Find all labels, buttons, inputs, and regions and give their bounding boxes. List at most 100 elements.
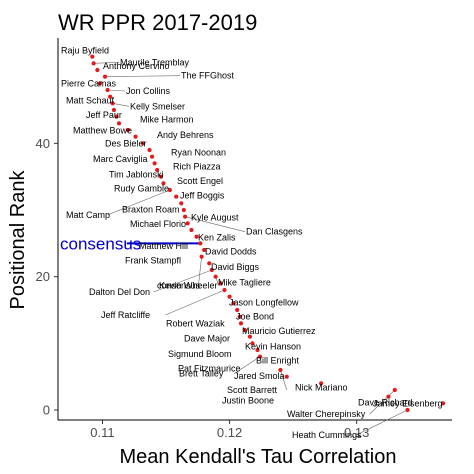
point-label: Matt Schauf — [66, 96, 115, 106]
data-point — [149, 154, 155, 159]
point-label: Ryan Noonan — [171, 147, 226, 157]
point-label: Rudy Gamble — [114, 184, 169, 194]
point-label: Pierre Camas — [61, 78, 117, 88]
point-label: The FFGhost — [181, 71, 235, 81]
data-point — [155, 167, 160, 173]
point-label: Scott Engel — [177, 176, 223, 186]
point-label: Mike Harmon — [140, 115, 194, 125]
point-label: Bill Enright — [256, 356, 300, 366]
data-point — [174, 194, 179, 199]
point-label: Justin Boone — [222, 395, 274, 405]
point-label: Pat Fitzmaurice — [178, 363, 241, 373]
point-label: Tim Jablonski — [109, 169, 164, 179]
leader-line — [93, 62, 120, 64]
point-label: Michael Florio — [130, 219, 186, 229]
consensus-highlight: consensus — [60, 234, 202, 253]
data-points — [90, 54, 446, 413]
data-point — [218, 281, 223, 286]
data-point — [125, 127, 131, 133]
y-tick-label: 0 — [43, 403, 50, 418]
point-label: Anthony Cervino — [103, 61, 170, 71]
leader-line — [107, 89, 126, 92]
data-point — [441, 401, 446, 406]
y-axis-title: Positional Rank — [7, 170, 29, 310]
data-point — [250, 341, 255, 346]
point-label: Rich Piazza — [173, 162, 221, 172]
point-label: Kelly Smelser — [130, 101, 185, 111]
data-point — [242, 327, 247, 333]
data-point — [111, 107, 117, 113]
data-point — [284, 374, 289, 379]
data-point — [198, 241, 203, 246]
x-tick-label: 0.12 — [217, 425, 242, 440]
data-point — [257, 354, 263, 359]
point-label: Ken Zalis — [198, 232, 236, 242]
leader-line — [198, 256, 202, 286]
x-tick-label: 0.13 — [344, 425, 369, 440]
data-point — [213, 274, 218, 279]
axes: 0.11 0.12 0.13 0 20 40 — [36, 38, 452, 440]
data-point — [185, 221, 190, 226]
y-tick-label: 40 — [36, 136, 50, 151]
data-point — [97, 81, 103, 86]
data-point — [235, 307, 240, 313]
data-point — [237, 314, 242, 319]
data-point — [238, 321, 244, 326]
leader-line — [356, 409, 408, 436]
point-label: Matt Camp — [66, 210, 110, 220]
point-label: Frank Stampfl — [125, 255, 181, 265]
leader-line — [185, 216, 246, 232]
leader-line — [105, 75, 181, 77]
data-point — [202, 247, 207, 253]
data-point — [110, 101, 115, 106]
data-point — [189, 227, 194, 233]
point-label: Jeff Ratcliffe — [101, 310, 150, 320]
y-tick-label: 20 — [36, 269, 50, 284]
point-label: Jamey Eisenberg — [373, 398, 443, 408]
data-point — [227, 294, 232, 299]
data-point — [181, 207, 186, 213]
point-label: Walter Cherepinsky — [287, 409, 366, 419]
point-label: consensus — [157, 281, 201, 291]
point-label: Jon Collins — [126, 86, 171, 96]
data-point — [199, 254, 204, 259]
data-point — [90, 54, 95, 59]
point-label: Joe Bond — [236, 312, 274, 322]
point-label: Dan Clasgens — [246, 227, 303, 237]
point-label: Heath Cummings — [292, 430, 362, 440]
x-axis-title: Mean Kendall's Tau Correlation — [120, 446, 397, 468]
point-label: Jared Smola — [234, 371, 285, 381]
point-label: Nick Mariano — [295, 383, 348, 393]
point-label: Braxton Roam — [122, 205, 180, 215]
point-label: Brett Talley — [179, 369, 224, 379]
point-label: Jeff Boggis — [180, 190, 225, 200]
leader-line — [280, 369, 288, 391]
data-point — [255, 347, 260, 353]
data-point — [247, 334, 253, 339]
point-label: Jason Longfellow — [229, 297, 299, 307]
point-label: Mike Tagliere — [218, 277, 271, 287]
data-point — [91, 61, 96, 66]
point-label: Raju Byfield — [61, 46, 109, 56]
point-label: Kevin Hanson — [245, 341, 301, 351]
data-point — [152, 161, 157, 166]
data-point — [386, 394, 391, 399]
data-point — [179, 201, 184, 206]
data-point — [231, 301, 236, 306]
leader-line — [234, 356, 261, 374]
point-label: Jeff Paur — [86, 110, 122, 120]
data-point — [278, 367, 283, 373]
point-label: Matthew Hill — [139, 241, 188, 251]
leader-lines — [93, 62, 444, 436]
point-label: David Biggs — [211, 262, 260, 272]
data-point — [318, 381, 324, 386]
leader-line — [107, 189, 170, 216]
data-point — [114, 114, 119, 119]
data-point — [392, 387, 397, 393]
point-label: Robert Waziak — [166, 318, 225, 328]
leader-line — [165, 289, 225, 316]
data-point — [222, 287, 227, 293]
data-point — [182, 214, 188, 219]
